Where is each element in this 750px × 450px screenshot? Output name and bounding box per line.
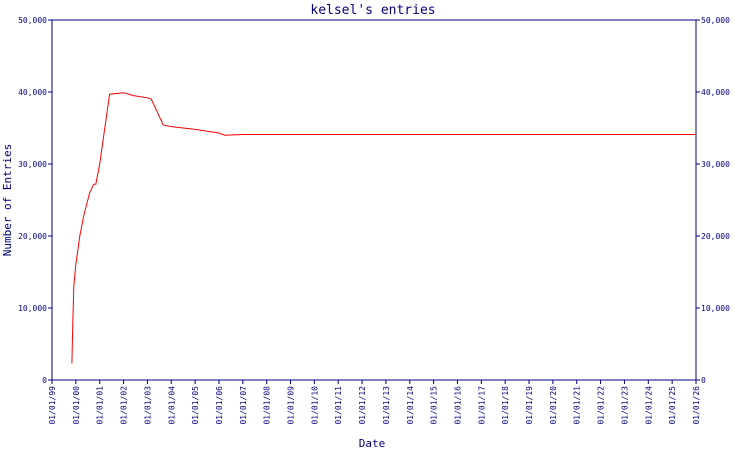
y-axis-left: 0 10,000 20,000 30,000 40,000 50,000 [18,16,52,385]
x-tick-label: 01/01/18 [501,386,510,425]
x-tick-label: 01/01/26 [692,386,701,425]
x-tick-label: 01/01/07 [239,386,248,425]
y-tick-label-right: 50,000 [701,16,730,25]
y-tick-label-left: 10,000 [18,304,47,313]
y-axis-title: Number of Entries [1,144,14,257]
x-tick-label: 01/01/00 [72,386,81,425]
x-tick-label: 01/01/19 [525,386,534,425]
x-tick-label: 01/01/08 [263,386,272,425]
x-tick-label: 01/01/21 [573,386,582,425]
y-axis-right: 0 10,000 20,000 30,000 40,000 50,000 [696,16,730,385]
x-tick-label: 01/01/05 [191,386,200,425]
x-tick-label: 01/01/16 [453,386,462,425]
y-tick-label-right: 10,000 [701,304,730,313]
x-tick-label: 01/01/13 [382,386,391,425]
x-tick-label: 01/01/01 [96,386,105,425]
y-tick-label-right: 30,000 [701,160,730,169]
y-tick-label-left: 30,000 [18,160,47,169]
x-tick-label: 01/01/99 [48,386,57,425]
x-tick-label: 01/01/12 [358,386,367,425]
x-tick-label: 01/01/22 [597,386,606,425]
x-tick-label: 01/01/24 [644,386,653,425]
y-tick-label-left: 50,000 [18,16,47,25]
x-tick-label: 01/01/11 [334,386,343,425]
x-tick-label: 01/01/02 [120,386,129,425]
y-tick-label-right: 20,000 [701,232,730,241]
x-tick-label: 01/01/10 [310,386,319,425]
y-tick-label-left: 20,000 [18,232,47,241]
x-tick-label: 01/01/17 [477,386,486,425]
x-axis: 01/01/99 01/01/00 01/01/01 01/01/02 01/01/03… [48,380,701,425]
chart-title: kelsel's entries [310,3,435,18]
x-tick-label: 01/01/15 [430,386,439,425]
y-tick-label-right: 40,000 [701,88,730,97]
x-tick-label: 01/01/25 [668,386,677,425]
x-tick-label: 01/01/03 [143,386,152,425]
y-tick-label-left: 40,000 [18,88,47,97]
x-tick-label: 01/01/14 [406,386,415,425]
series-line [71,92,696,364]
x-tick-label: 01/01/23 [620,386,629,425]
y-tick-label-left: 0 [42,376,47,385]
x-tick-label: 01/01/04 [167,386,176,425]
x-tick-label: 01/01/09 [287,386,296,425]
y-tick-label-right: 0 [701,376,706,385]
x-axis-title: Date [359,437,386,450]
plot-frame [51,19,697,381]
x-tick-label: 01/01/20 [549,386,558,425]
x-tick-label: 01/01/06 [215,386,224,425]
